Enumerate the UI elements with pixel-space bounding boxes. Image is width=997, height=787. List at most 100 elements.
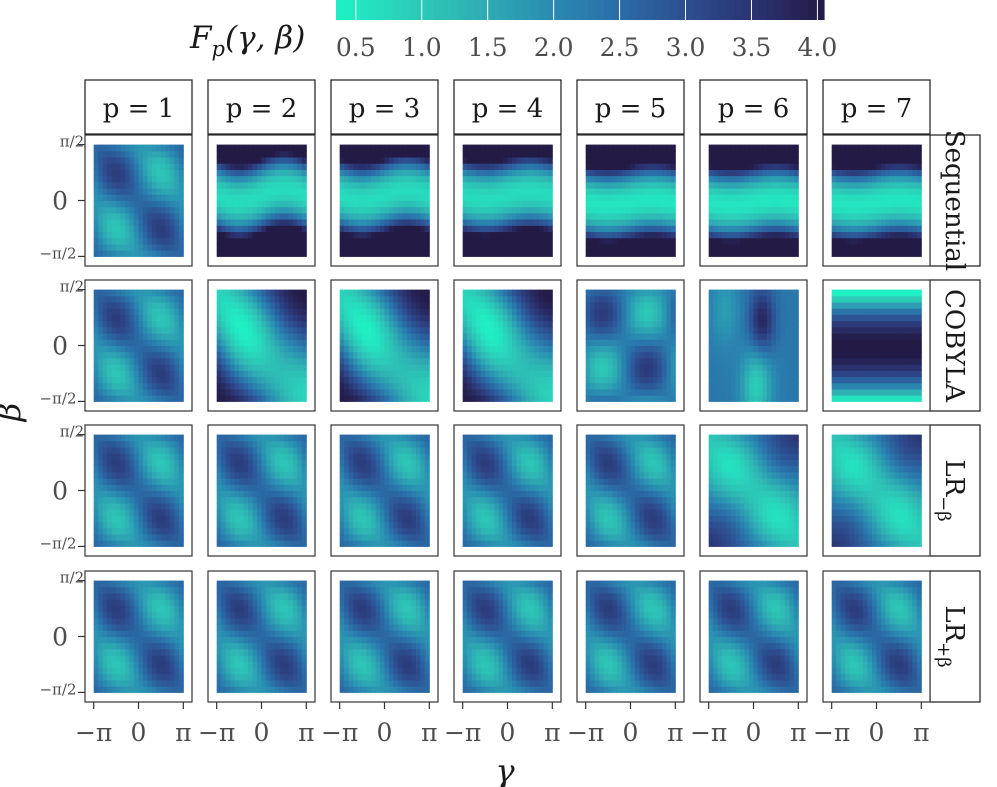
heatmap-cell	[652, 219, 658, 226]
heatmap-cell	[339, 326, 345, 334]
heatmap-cell	[165, 295, 171, 303]
heatmap-cell	[731, 194, 737, 201]
heatmap-cell	[494, 237, 500, 245]
heatmap-cell	[639, 157, 645, 164]
heatmap-cell	[708, 243, 714, 251]
heatmap-cell	[793, 225, 799, 233]
heatmap-cell	[757, 157, 763, 164]
legend-color-segment	[791, 0, 801, 20]
heatmap-cell	[836, 376, 842, 384]
heatmap-cell	[749, 231, 754, 239]
heatmap-cell	[740, 181, 746, 189]
heatmap-cell	[666, 144, 672, 152]
heatmap-cell	[406, 200, 412, 208]
heatmap-cell	[840, 212, 846, 220]
heatmap-cell	[771, 345, 777, 353]
heatmap-cell	[648, 163, 654, 170]
heatmap-cell	[120, 157, 126, 164]
heatmap-cell	[239, 144, 245, 152]
heatmap-cell	[462, 370, 468, 378]
heatmap-cell	[301, 345, 307, 353]
heatmap-cell	[612, 364, 618, 371]
heatmap-cell	[722, 333, 728, 340]
heatmap-cell	[420, 320, 426, 328]
heatmap-cell	[366, 364, 372, 371]
heatmap-cell	[274, 351, 280, 359]
heatmap-cell	[520, 364, 526, 371]
heatmap-cell	[766, 357, 772, 365]
heatmap-cell	[547, 320, 553, 328]
heatmap-cell	[612, 219, 618, 226]
heatmap-cell	[221, 144, 227, 152]
heatmap-cell	[270, 200, 276, 208]
heatmap-panel	[84, 134, 193, 267]
heatmap-cell	[744, 388, 750, 396]
heatmap-cell	[534, 181, 540, 189]
heatmap-cell	[735, 175, 741, 183]
heatmap-cell	[265, 326, 271, 334]
heatmap-cell	[462, 395, 468, 402]
heatmap-cell	[129, 357, 135, 365]
heatmap-cell	[344, 206, 350, 214]
heatmap-cell	[858, 326, 864, 334]
heatmap-cell	[534, 382, 540, 390]
heatmap-cell	[248, 370, 254, 378]
heatmap-cell	[744, 376, 750, 384]
heatmap-cell	[234, 157, 240, 164]
heatmap-cell	[775, 395, 781, 402]
heatmap-cell	[216, 376, 222, 384]
heatmap-cell	[612, 302, 618, 309]
heatmap-cell	[248, 144, 254, 152]
heatmap-cell	[713, 351, 719, 359]
heatmap-cell	[156, 157, 162, 164]
heatmap-cell	[406, 144, 412, 152]
heatmap-cell	[717, 339, 723, 346]
heatmap-cell	[362, 308, 368, 315]
heatmap-cell	[648, 219, 654, 226]
heatmap-cell	[397, 320, 403, 328]
heatmap-cell	[116, 314, 122, 322]
heatmap-cell	[279, 175, 285, 183]
heatmap-cell	[840, 206, 846, 214]
heatmap-cell	[165, 395, 171, 402]
heatmap-cell	[836, 157, 842, 164]
heatmap-cell	[134, 212, 139, 220]
heatmap-cell	[156, 243, 162, 251]
heatmap-cell	[375, 243, 381, 251]
heatmap-cell	[511, 333, 517, 340]
heatmap-cell	[375, 308, 381, 315]
heatmap-cell	[534, 388, 540, 396]
heatmap-cell	[221, 376, 227, 384]
heatmap-cell	[744, 175, 750, 183]
heatmap-cell	[516, 206, 522, 214]
heatmap-cell	[599, 157, 605, 164]
heatmap-cell	[775, 314, 781, 322]
heatmap-cell	[912, 231, 918, 239]
heatmap-cell	[590, 388, 596, 396]
heatmap-cell	[916, 175, 922, 183]
heatmap-cell	[735, 237, 741, 245]
heatmap-cell	[129, 188, 135, 195]
heatmap-cell	[670, 181, 676, 189]
heatmap-cell	[230, 308, 236, 315]
heatmap-cell	[134, 333, 139, 340]
heatmap-cell	[297, 200, 303, 208]
heatmap-cell	[288, 320, 294, 328]
heatmap-cell	[216, 370, 222, 378]
heatmap-cell	[98, 357, 104, 365]
heatmap-cell	[731, 308, 737, 315]
heatmap-cell	[297, 395, 303, 402]
heatmap-cell	[230, 188, 236, 195]
heatmap-cell	[252, 364, 258, 371]
heatmap-cell	[762, 370, 768, 378]
heatmap-cell	[120, 351, 126, 359]
heatmap-cell	[125, 250, 131, 257]
heatmap-cell	[845, 370, 851, 378]
heatmap-cell	[221, 231, 227, 239]
heatmap-cell	[397, 339, 403, 346]
heatmap-cell	[731, 157, 737, 164]
heatmap-cell	[129, 237, 135, 245]
heatmap-cell	[93, 314, 99, 322]
heatmap-cell	[793, 314, 799, 322]
heatmap-cell	[731, 370, 737, 378]
